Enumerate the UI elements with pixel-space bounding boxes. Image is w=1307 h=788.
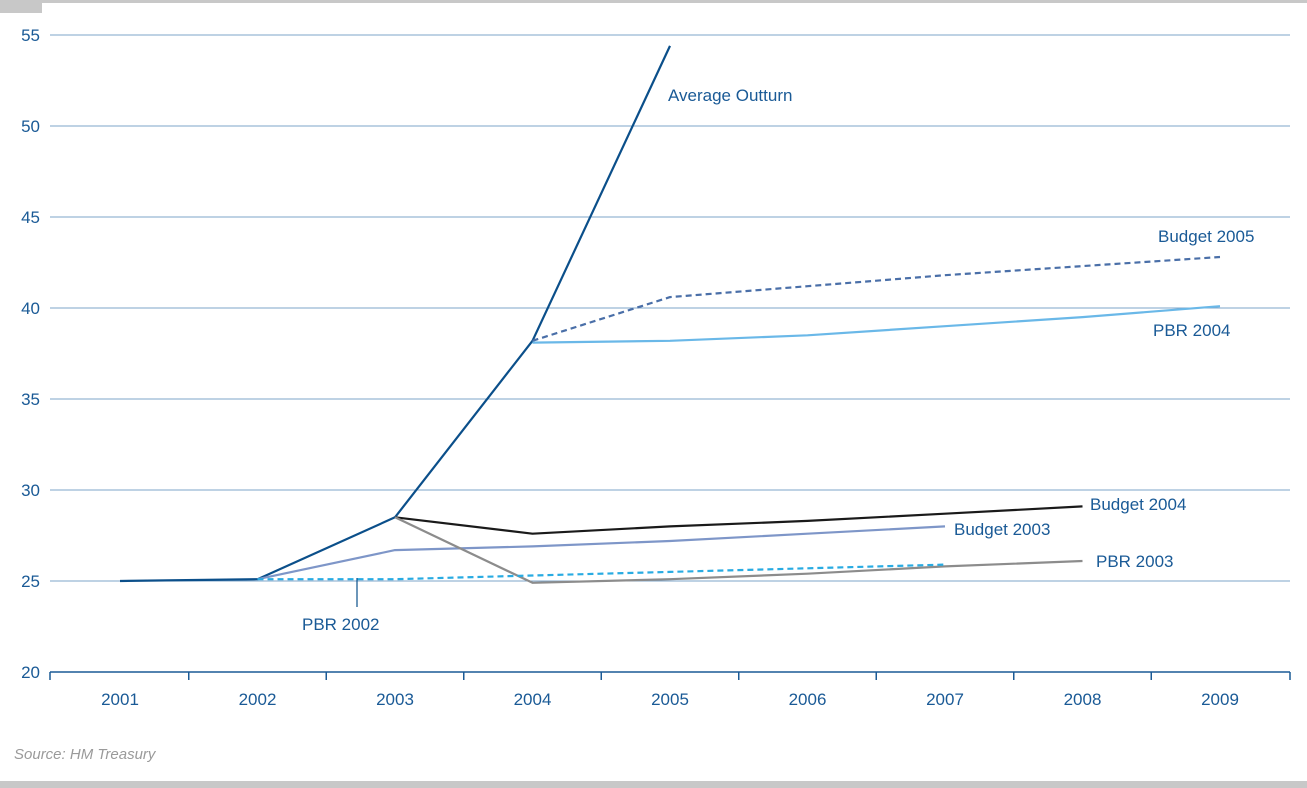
x-tick-label: 2004 bbox=[514, 690, 552, 709]
x-tick-label: 2005 bbox=[651, 690, 689, 709]
top-frame-tab bbox=[0, 0, 42, 13]
series-line-budget-2003 bbox=[257, 525, 946, 581]
series-line-pbr-2003 bbox=[394, 516, 1083, 584]
y-tick-label: 55 bbox=[21, 26, 40, 45]
series-label-average-outturn: Average Outturn bbox=[668, 86, 792, 105]
x-tick-label: 2007 bbox=[926, 690, 964, 709]
series-label-pbr-2004: PBR 2004 bbox=[1153, 321, 1231, 340]
x-tick-label: 2001 bbox=[101, 690, 139, 709]
x-tick-label: 2009 bbox=[1201, 690, 1239, 709]
series-label-pbr-2002: PBR 2002 bbox=[302, 615, 380, 634]
y-tick-label: 20 bbox=[21, 663, 40, 682]
bottom-frame-border bbox=[0, 781, 1307, 788]
series-label-pbr-2003: PBR 2003 bbox=[1096, 552, 1174, 571]
y-tick-label: 25 bbox=[21, 572, 40, 591]
top-frame-border bbox=[0, 0, 1307, 3]
y-tick-label: 45 bbox=[21, 208, 40, 227]
y-tick-label: 50 bbox=[21, 117, 40, 136]
x-tick-label: 2003 bbox=[376, 690, 414, 709]
series-line-budget-2005 bbox=[532, 255, 1221, 342]
x-tick-label: 2006 bbox=[789, 690, 827, 709]
y-tick-label: 40 bbox=[21, 299, 40, 318]
source-note: Source: HM Treasury bbox=[14, 746, 156, 763]
series-label-budget-2005: Budget 2005 bbox=[1158, 227, 1254, 246]
series-line-budget-2004 bbox=[394, 505, 1083, 535]
series-line-pbr-2002 bbox=[257, 563, 946, 581]
series-line-pbr-2004 bbox=[532, 305, 1221, 344]
y-tick-label: 30 bbox=[21, 481, 40, 500]
x-tick-label: 2002 bbox=[239, 690, 277, 709]
x-tick-label: 2008 bbox=[1064, 690, 1102, 709]
series-label-budget-2004: Budget 2004 bbox=[1090, 495, 1186, 514]
series-label-budget-2003: Budget 2003 bbox=[954, 520, 1050, 539]
y-tick-label: 35 bbox=[21, 390, 40, 409]
